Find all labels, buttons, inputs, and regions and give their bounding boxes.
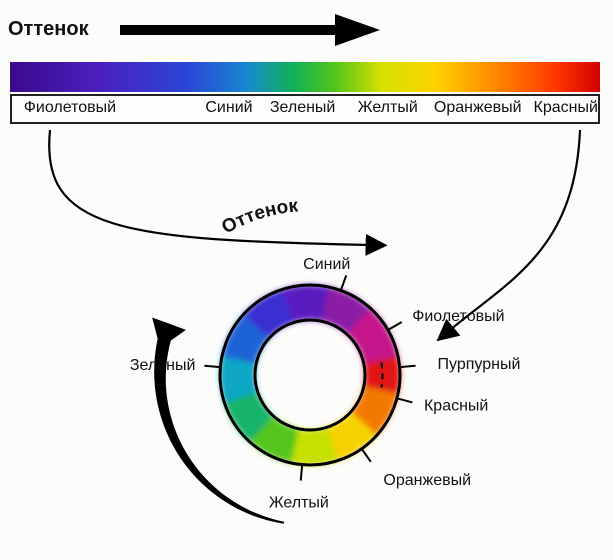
wheel-color-label: Фиолетовый — [412, 308, 504, 325]
wheel-color-label: Желтый — [269, 495, 329, 512]
connector-left — [49, 130, 370, 245]
spectrum-bar — [10, 62, 600, 92]
connector-right — [450, 130, 580, 330]
spectrum-label: Синий — [205, 99, 252, 117]
spectrum-label: Желтый — [358, 99, 418, 117]
wheel-inner-outline — [255, 320, 365, 430]
title-hue-top: Оттенок — [8, 18, 89, 41]
wheel-color-label: Оранжевый — [383, 472, 471, 489]
arrow-right-icon — [120, 10, 380, 50]
spectrum-label: Оранжевый — [434, 99, 522, 117]
spectrum-label: Фиолетовый — [24, 99, 116, 117]
spectrum-labels-box: Фиолетовый Синий Зеленый Желтый Оранжевый Кра… — [10, 94, 600, 124]
wheel-color-label: Зеленый — [130, 357, 196, 374]
wheel-area: Синий Фиолетовый Пурпурный Красный Оранжевый… — [0, 130, 613, 560]
color-hue-diagram: Оттенок Фиолетовый Синий Зеленый Желтый Оран… — [0, 0, 613, 560]
wheel-color-label: Красный — [424, 398, 488, 415]
wheel-svg: Синий Фиолетовый Пурпурный Красный Оранжевый… — [0, 130, 613, 560]
spectrum-label: Красный — [534, 99, 598, 117]
spectrum-label: Зеленый — [270, 99, 336, 117]
title-hue-curve: Оттенок — [218, 195, 299, 238]
wheel-color-label: Синий — [303, 256, 350, 273]
wheel-color-label: Пурпурный — [438, 356, 521, 373]
